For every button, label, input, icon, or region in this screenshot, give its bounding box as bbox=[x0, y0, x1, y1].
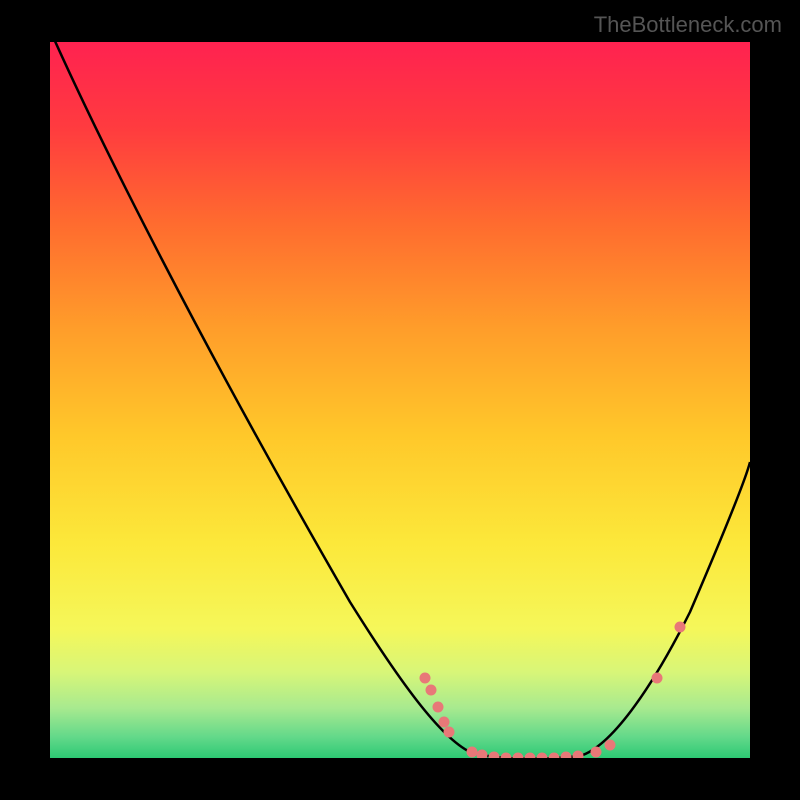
data-marker bbox=[444, 727, 455, 738]
data-marker bbox=[433, 702, 444, 713]
data-marker bbox=[537, 753, 548, 759]
data-marker bbox=[420, 673, 431, 684]
data-marker bbox=[467, 747, 478, 758]
curve-layer bbox=[50, 42, 750, 758]
data-marker bbox=[605, 740, 616, 751]
data-marker bbox=[573, 751, 584, 759]
chart-plot-area bbox=[50, 42, 750, 758]
data-marker bbox=[426, 685, 437, 696]
data-marker bbox=[439, 717, 450, 728]
data-marker bbox=[477, 750, 488, 759]
watermark-text: TheBottleneck.com bbox=[594, 12, 782, 38]
data-marker bbox=[591, 747, 602, 758]
data-marker bbox=[561, 752, 572, 759]
data-marker bbox=[489, 752, 500, 759]
data-marker bbox=[652, 673, 663, 684]
data-marker bbox=[675, 622, 686, 633]
bottleneck-curve bbox=[50, 42, 750, 758]
data-marker bbox=[513, 753, 524, 759]
data-marker bbox=[501, 753, 512, 759]
data-marker bbox=[525, 753, 536, 759]
data-marker bbox=[549, 753, 560, 759]
